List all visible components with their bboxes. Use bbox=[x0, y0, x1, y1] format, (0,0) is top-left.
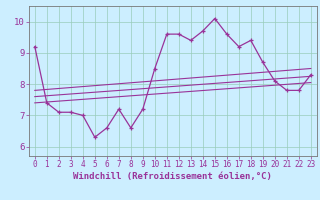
X-axis label: Windchill (Refroidissement éolien,°C): Windchill (Refroidissement éolien,°C) bbox=[73, 172, 272, 181]
